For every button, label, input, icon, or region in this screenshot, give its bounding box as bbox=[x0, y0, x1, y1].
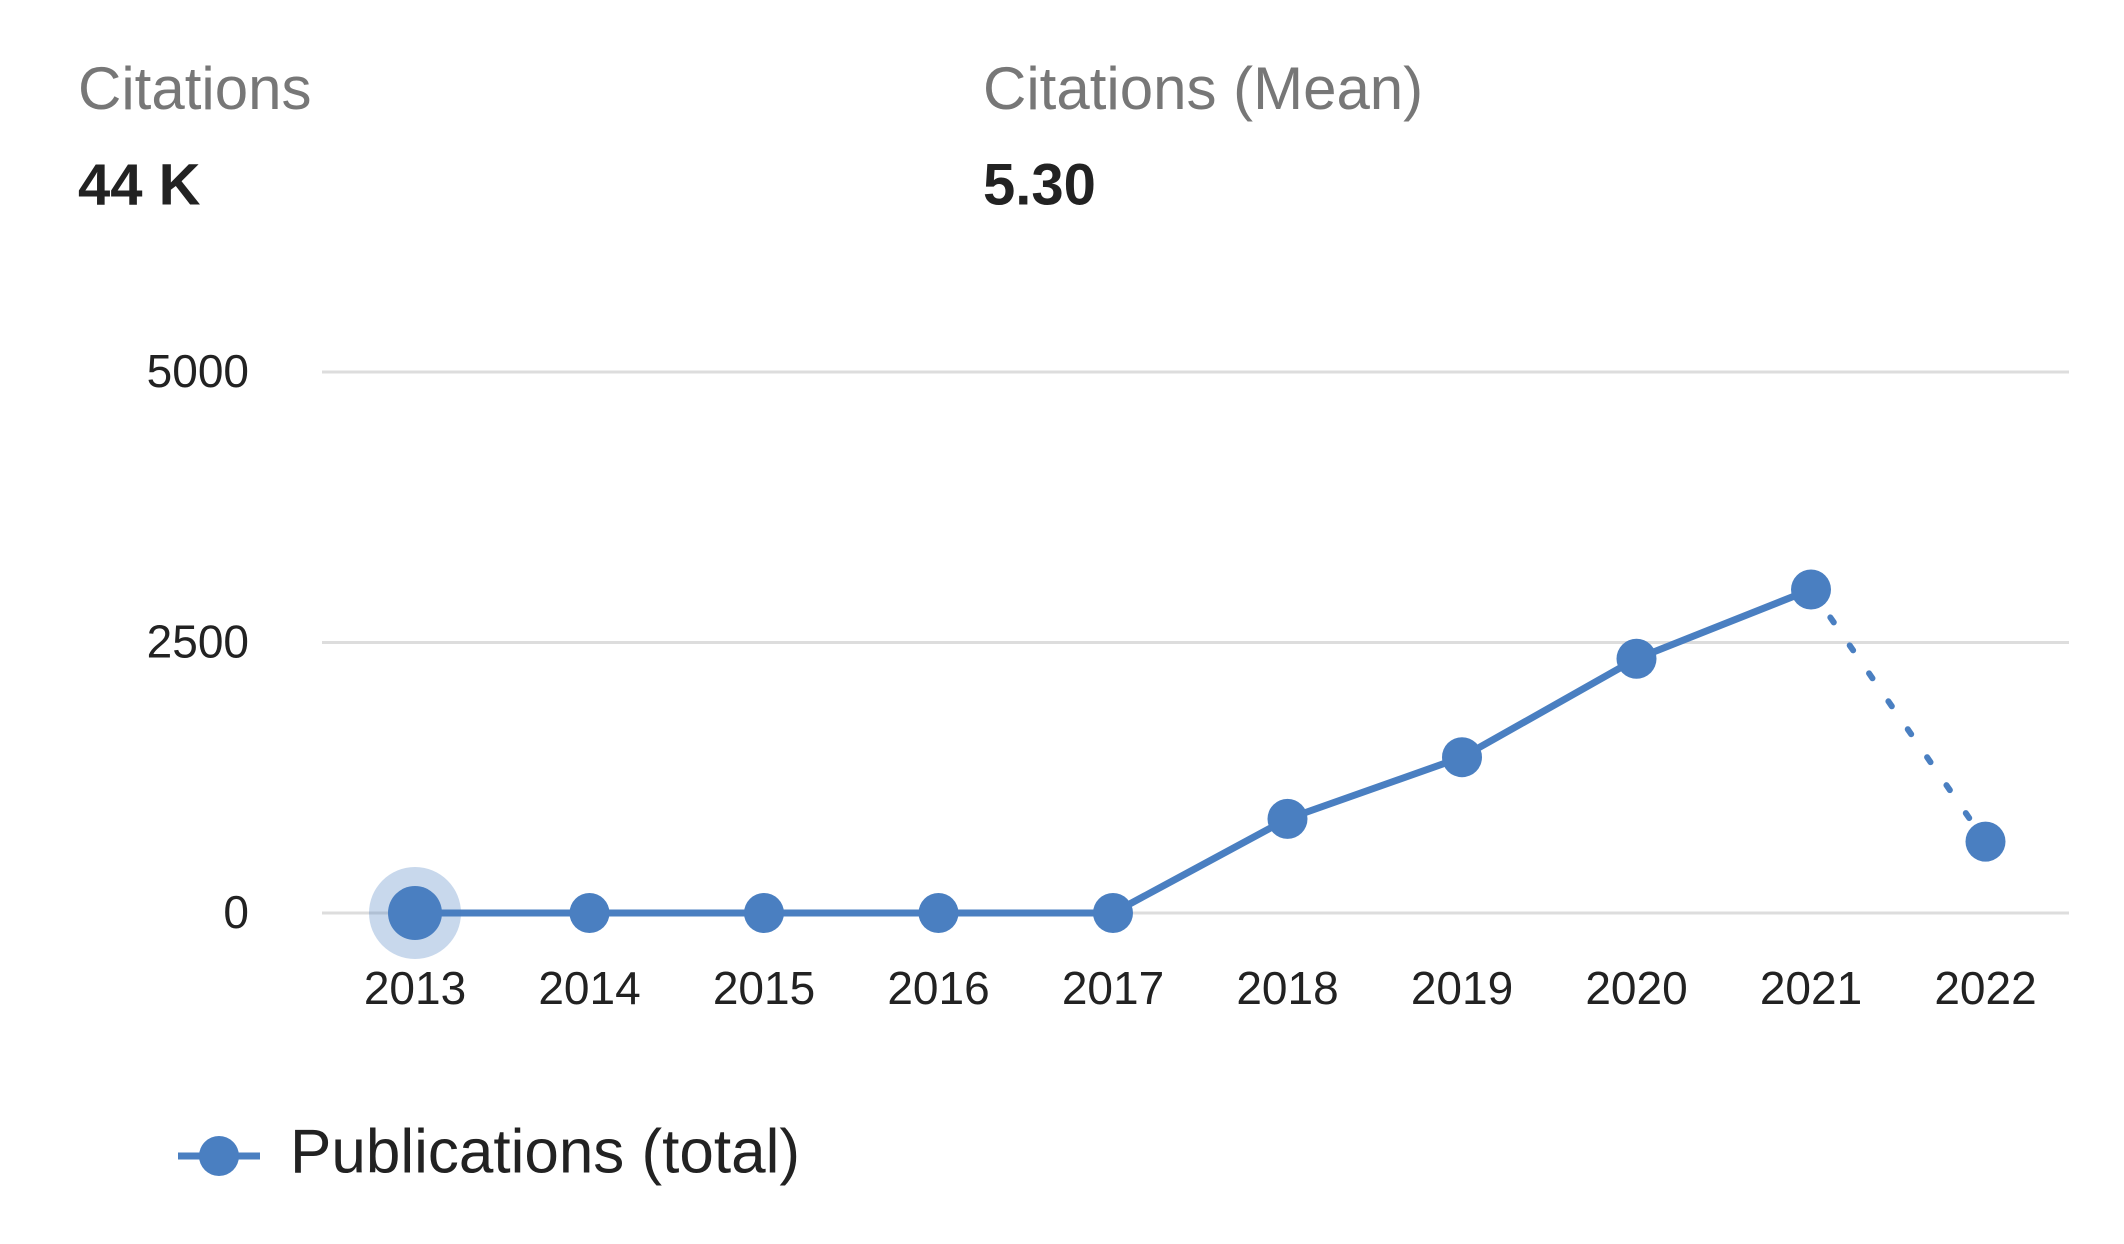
x-tick-label: 2016 bbox=[887, 962, 989, 1014]
point bbox=[569, 893, 610, 933]
point bbox=[918, 893, 959, 933]
point bbox=[1442, 737, 1482, 778]
point bbox=[744, 893, 784, 933]
legend-label: Publications (total) bbox=[290, 1117, 800, 1186]
point bbox=[1965, 821, 2006, 862]
series-line bbox=[415, 586, 1813, 917]
y-tick-label: 2500 bbox=[147, 616, 249, 668]
x-tick-label: 2014 bbox=[538, 962, 640, 1014]
x-tick-label: 2015 bbox=[713, 962, 815, 1014]
x-tick-label: 2019 bbox=[1411, 962, 1513, 1014]
legend-marker bbox=[199, 1136, 239, 1176]
point bbox=[388, 886, 442, 940]
point bbox=[1616, 638, 1657, 679]
x-tick-label: 2020 bbox=[1585, 962, 1687, 1014]
y-tick-label: 0 bbox=[223, 886, 249, 938]
stat-value: 44 K bbox=[78, 152, 201, 217]
point bbox=[1791, 569, 1831, 610]
stat-label: Citations (Mean) bbox=[983, 55, 1423, 122]
x-tick-label: 2013 bbox=[364, 962, 466, 1014]
point bbox=[1267, 798, 1308, 839]
x-tick-label: 2021 bbox=[1760, 962, 1862, 1014]
x-tick-label: 2018 bbox=[1236, 962, 1338, 1014]
stat-value: 5.30 bbox=[983, 152, 1096, 217]
projected-line bbox=[1808, 586, 1989, 845]
x-tick-label: 2017 bbox=[1062, 962, 1164, 1014]
point bbox=[1093, 893, 1133, 933]
y-tick-label: 5000 bbox=[147, 345, 249, 397]
x-tick-label: 2022 bbox=[1934, 962, 2036, 1014]
stat-label: Citations bbox=[78, 55, 311, 122]
